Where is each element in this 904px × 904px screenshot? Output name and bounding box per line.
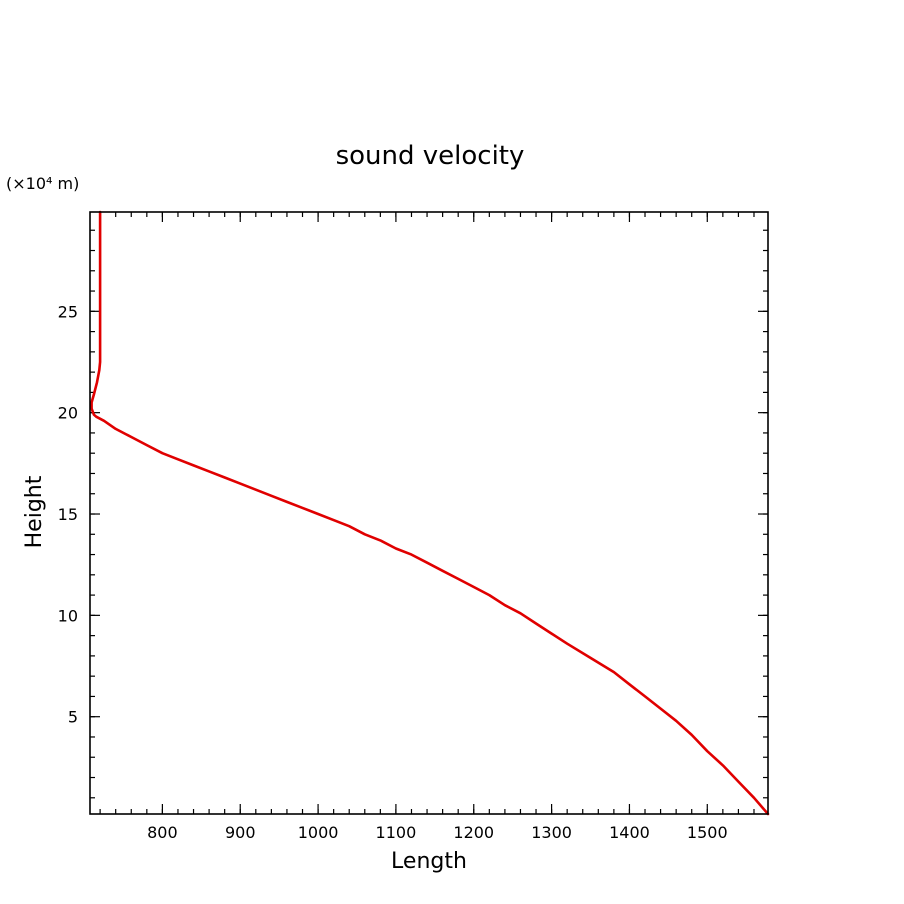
y-tick-label: 20 bbox=[58, 404, 78, 423]
y-tick-label: 25 bbox=[58, 302, 78, 321]
y-axis-unit-label: (×10⁴ m) bbox=[6, 174, 79, 193]
series-group bbox=[90, 210, 770, 816]
x-tick-label: 1400 bbox=[609, 823, 650, 842]
axis-tick-labels: 800 900 1000 1100 1200 1300 1400 1500 5 10 15 20 25 bbox=[58, 302, 728, 842]
x-tick-label: 1200 bbox=[453, 823, 494, 842]
x-tick-label: 800 bbox=[147, 823, 178, 842]
chart-title: sound velocity bbox=[336, 141, 525, 171]
y-axis-label: Height bbox=[22, 475, 47, 548]
y-tick-label: 5 bbox=[68, 708, 78, 727]
x-tick-label: 900 bbox=[225, 823, 256, 842]
y-tick-label: 15 bbox=[58, 505, 78, 524]
sound-velocity-series-line bbox=[90, 210, 770, 816]
plot-frame bbox=[89, 211, 769, 815]
x-tick-label: 1000 bbox=[298, 823, 339, 842]
axis-ticks bbox=[90, 212, 768, 814]
x-tick-label: 1300 bbox=[531, 823, 572, 842]
x-tick-label: 1500 bbox=[687, 823, 728, 842]
x-tick-label: 1100 bbox=[376, 823, 417, 842]
x-axis-label: Length bbox=[391, 849, 467, 874]
y-tick-label: 10 bbox=[58, 606, 78, 625]
